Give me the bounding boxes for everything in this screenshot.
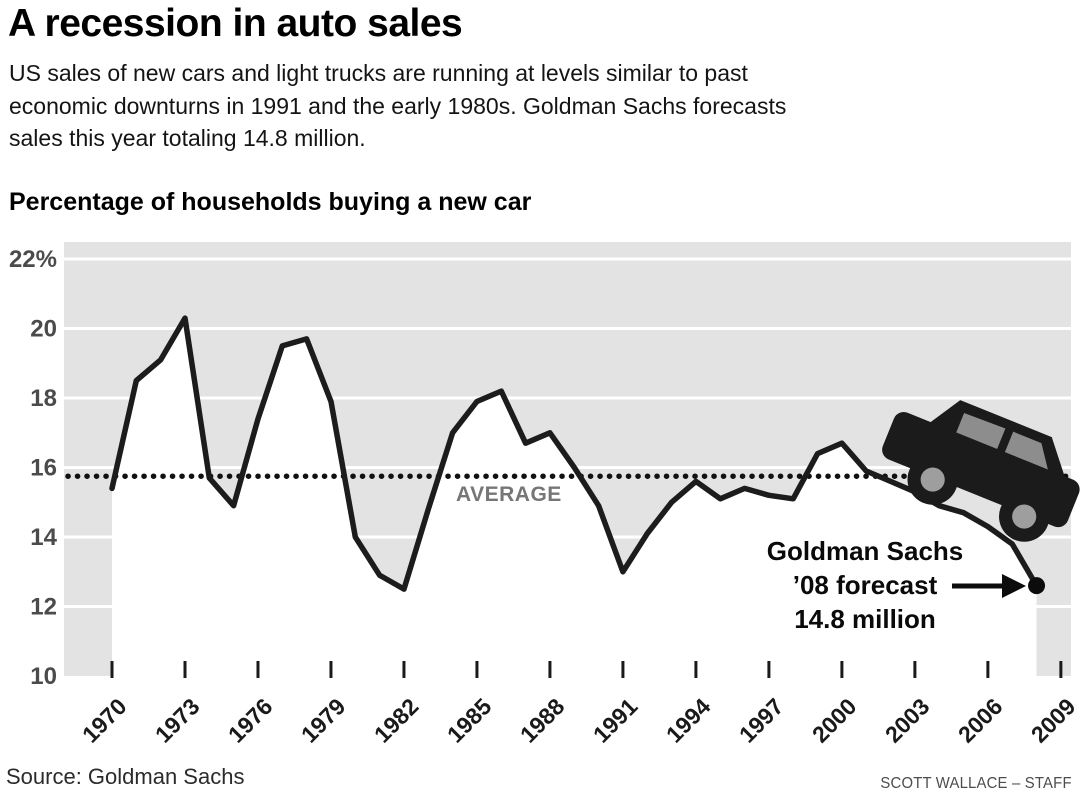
under-curve-fill (112, 318, 1037, 676)
sales-line (109, 315, 1040, 592)
subtitle: US sales of new cars and light trucks ar… (9, 57, 786, 155)
car-illustration (882, 400, 1080, 542)
x-tick-label-1991: 1991 (588, 693, 643, 748)
x-tick-label-1976: 1976 (223, 693, 278, 748)
x-tick-label-2006: 2006 (953, 693, 1008, 748)
y-tick-label-22: 22% (9, 246, 57, 273)
x-tick-label-1997: 1997 (734, 693, 789, 748)
car-wheel-front-hub (1012, 504, 1037, 529)
y-tick-label-12: 12 (30, 594, 57, 621)
x-tick-label-1982: 1982 (369, 693, 424, 748)
x-tick-label-1973: 1973 (150, 693, 205, 748)
subtitle-line-1: US sales of new cars and light trucks ar… (9, 60, 748, 86)
x-tick-label-1970: 1970 (77, 693, 132, 748)
artist-credit: SCOTT WALLACE – STAFF (880, 775, 1072, 792)
x-tick-label-1988: 1988 (515, 693, 570, 748)
forecast-annotation-line-3: 14.8 million (794, 604, 936, 634)
x-tick-label-1985: 1985 (442, 693, 497, 748)
car-window-front (1003, 431, 1050, 475)
x-tick-label-1979: 1979 (296, 693, 351, 748)
x-tick-label-2003: 2003 (880, 693, 935, 748)
subtitle-line-3: sales this year totaling 14.8 million. (9, 125, 366, 151)
forecast-annotation-line-2: ’08 forecast (792, 570, 938, 600)
forecast-point (1028, 577, 1046, 595)
x-tick-label-2000: 2000 (807, 693, 862, 748)
subtitle-line-2: economic downturns in 1991 and the early… (9, 92, 787, 119)
chart-heading: Percentage of households buying a new ca… (9, 188, 532, 216)
x-tick-label-2009: 2009 (1026, 693, 1081, 748)
y-tick-label-16: 16 (30, 455, 57, 482)
annotation-arrow-head (1002, 574, 1026, 598)
average-line-label: AVERAGE (456, 483, 562, 506)
y-tick-label-10: 10 (30, 663, 57, 690)
forecast-annotation-line-1: Goldman Sachs (766, 536, 964, 566)
page-title: A recession in auto sales (8, 2, 463, 45)
source-credit: Source: Goldman Sachs (6, 764, 245, 789)
car-wheel-rear-hub (920, 467, 945, 492)
y-tick-label-20: 20 (30, 316, 57, 343)
x-tick-label-1994: 1994 (661, 693, 716, 748)
y-tick-label-14: 14 (30, 524, 57, 551)
car-window-rear (955, 412, 1006, 451)
y-tick-label-18: 18 (30, 385, 57, 412)
annotation-arrow (952, 574, 1026, 598)
forecast-annotation: Goldman Sachs ’08 forecast 14.8 million (752, 534, 978, 636)
